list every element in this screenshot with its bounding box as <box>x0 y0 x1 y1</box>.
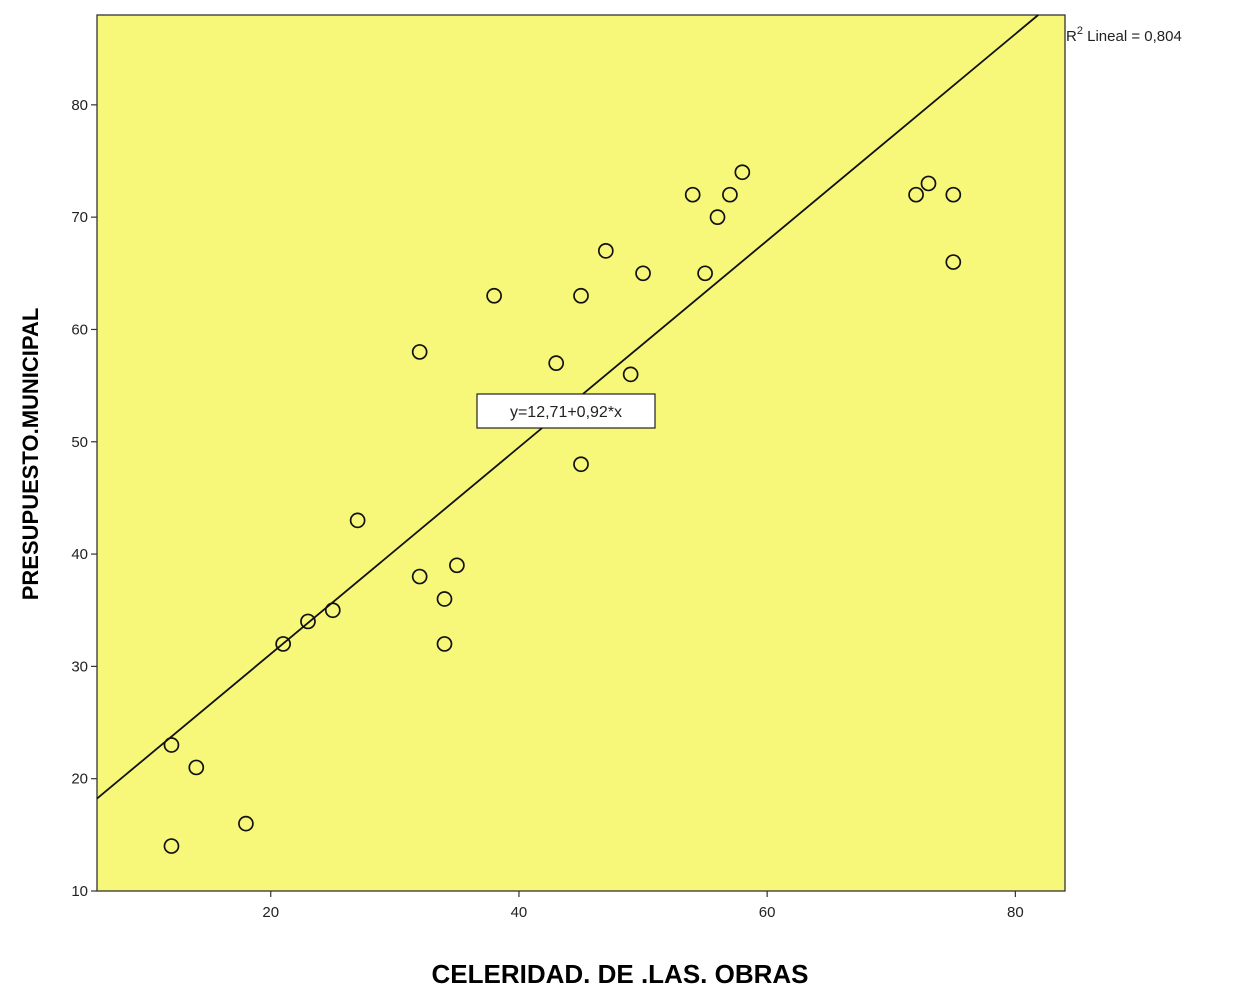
r2-label: R2 Lineal = 0,804 <box>1066 25 1182 45</box>
data-point <box>449 557 465 574</box>
data-point <box>573 287 589 304</box>
data-point <box>734 164 751 181</box>
y-axis: 10 20 30 40 50 60 70 80 <box>71 97 97 900</box>
y-tick-label: 30 <box>71 658 88 675</box>
data-point <box>300 613 316 630</box>
x-axis: 20 40 60 80 <box>262 891 1024 921</box>
data-point <box>411 344 428 360</box>
data-point <box>722 186 738 203</box>
data-point <box>573 456 589 473</box>
y-tick-label: 70 <box>71 209 88 226</box>
data-point <box>275 636 292 652</box>
data-point <box>945 254 962 270</box>
data-point <box>163 838 180 854</box>
data-point <box>597 242 614 259</box>
y-tick-label: 60 <box>71 321 88 338</box>
y-axis-title: PRESUPUESTO.MUNICIPAL <box>18 308 43 601</box>
x-tick-label: 40 <box>511 904 528 921</box>
data-point <box>349 512 366 529</box>
data-point <box>635 265 651 282</box>
y-tick-label: 40 <box>71 546 88 563</box>
x-tick-label: 80 <box>1007 904 1024 921</box>
x-tick-label: 60 <box>759 904 776 921</box>
y-tick-label: 80 <box>71 97 88 114</box>
data-point <box>163 737 180 753</box>
x-tick-label: 20 <box>262 904 279 921</box>
plot-area <box>96 14 1066 892</box>
data-point <box>436 636 453 652</box>
data-point <box>436 591 453 607</box>
y-tick-label: 10 <box>71 883 88 900</box>
data-point <box>486 287 502 304</box>
data-point <box>411 568 428 585</box>
data-point <box>709 209 726 226</box>
data-point <box>548 355 565 372</box>
data-point <box>920 175 937 192</box>
equation-label: y=12,71+0,92*x <box>476 393 656 429</box>
equation-box <box>476 393 656 429</box>
data-point <box>188 759 205 776</box>
data-point <box>238 815 254 832</box>
data-point <box>945 186 962 203</box>
data-point <box>684 186 701 203</box>
x-axis-title: CELERIDAD. DE .LAS. OBRAS <box>431 959 808 989</box>
data-point <box>622 366 639 383</box>
y-tick-label: 20 <box>71 771 88 788</box>
data-point <box>324 602 341 619</box>
y-tick-label: 50 <box>71 434 88 451</box>
data-point <box>697 265 713 282</box>
data-point <box>908 186 924 203</box>
equation-text: y=12,71+0,92*x <box>510 404 622 421</box>
